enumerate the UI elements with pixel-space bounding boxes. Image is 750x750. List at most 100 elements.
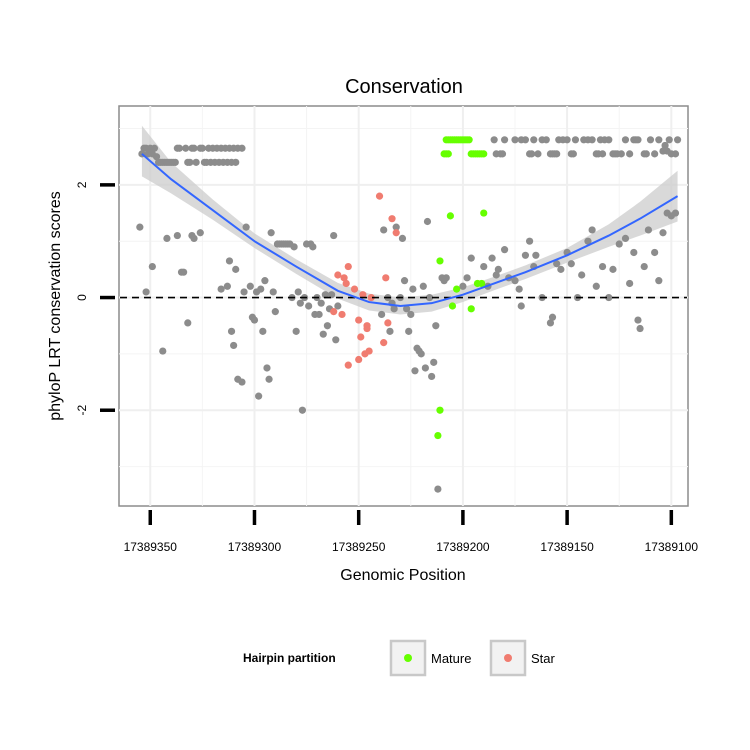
point-other [223, 282, 231, 290]
point-other [407, 310, 415, 319]
point-other [467, 254, 475, 262]
point-star [344, 262, 352, 271]
point-other [646, 136, 655, 144]
point-other [671, 209, 680, 217]
point-other [246, 282, 254, 290]
point-mature [478, 279, 486, 288]
point-other [640, 262, 648, 271]
point-other [517, 302, 525, 310]
point-other [494, 265, 502, 273]
point-other [136, 223, 144, 231]
point-other [511, 136, 519, 144]
point-other [488, 254, 496, 262]
point-other [598, 150, 607, 158]
point-star [384, 319, 392, 327]
point-other [490, 136, 498, 144]
point-other [428, 372, 436, 381]
point-other [265, 375, 273, 383]
point-other [334, 302, 342, 310]
point-other [292, 327, 300, 335]
legend: Hairpin partition Mature Star [243, 639, 556, 677]
y-tick-label: -2 [75, 405, 89, 416]
point-star [357, 333, 365, 341]
point-other [198, 144, 206, 152]
point-other [190, 144, 198, 152]
plot-panel [118, 105, 689, 507]
point-other [655, 277, 663, 285]
point-other [546, 319, 555, 327]
point-other [463, 274, 471, 282]
point-other [621, 234, 630, 242]
point-other [238, 378, 246, 386]
point-other [142, 288, 150, 296]
point-star [392, 229, 400, 237]
point-other [421, 364, 429, 372]
point-mature [434, 431, 442, 440]
point-other [225, 257, 234, 265]
point-other [417, 350, 425, 358]
smooth-confidence-band [141, 125, 678, 315]
point-other [598, 262, 607, 271]
point-other [634, 136, 642, 144]
point-mature [453, 285, 461, 293]
point-other [232, 158, 240, 166]
point-other [498, 150, 507, 158]
point-other [173, 231, 181, 240]
point-other [530, 136, 538, 144]
point-other [567, 260, 575, 268]
point-other [192, 158, 200, 166]
point-star [350, 285, 359, 293]
point-other [578, 271, 586, 279]
point-other [661, 141, 669, 150]
point-other [515, 285, 523, 293]
point-other [609, 265, 617, 273]
legend-label-star: Star [531, 651, 556, 666]
point-star [359, 291, 367, 299]
point-star [363, 324, 371, 333]
legend-key-star [504, 654, 512, 662]
point-other [521, 136, 530, 144]
point-other [553, 260, 561, 268]
point-star [367, 293, 375, 302]
point-other [592, 282, 600, 290]
point-star [355, 355, 363, 364]
point-other [626, 279, 634, 288]
point-other [298, 406, 307, 414]
x-tick-label: 17389350 [124, 540, 178, 554]
point-other [571, 136, 580, 144]
x-tick-label: 17389300 [228, 540, 282, 554]
point-other [636, 324, 644, 333]
point-other [621, 136, 630, 144]
smooth-line [141, 153, 679, 308]
point-star [355, 316, 363, 324]
point-other [257, 285, 265, 293]
y-tick-label: 0 [75, 294, 89, 301]
point-other [196, 229, 204, 237]
point-other [615, 240, 623, 248]
point-other [378, 310, 386, 319]
point-star [361, 350, 369, 358]
point-other [411, 367, 419, 375]
point-other [152, 153, 161, 161]
point-mature [436, 257, 444, 265]
point-other [159, 347, 167, 355]
x-tick-label: 17389200 [436, 540, 490, 554]
point-other [665, 136, 673, 144]
point-other [217, 285, 225, 293]
point-mature [465, 136, 473, 144]
point-mature [436, 406, 444, 414]
point-other [584, 237, 592, 245]
point-other [332, 336, 340, 344]
point-other [542, 136, 550, 144]
point-other [500, 246, 509, 254]
point-mature [480, 209, 488, 217]
point-other [163, 234, 171, 242]
x-axis: 17389350 17389300 17389250 17389200 17389150… [124, 510, 698, 554]
point-other [557, 265, 565, 273]
point-other [548, 313, 557, 321]
point-other [392, 223, 400, 231]
point-mature [467, 305, 475, 313]
point-star [330, 308, 338, 316]
point-other [182, 144, 190, 152]
